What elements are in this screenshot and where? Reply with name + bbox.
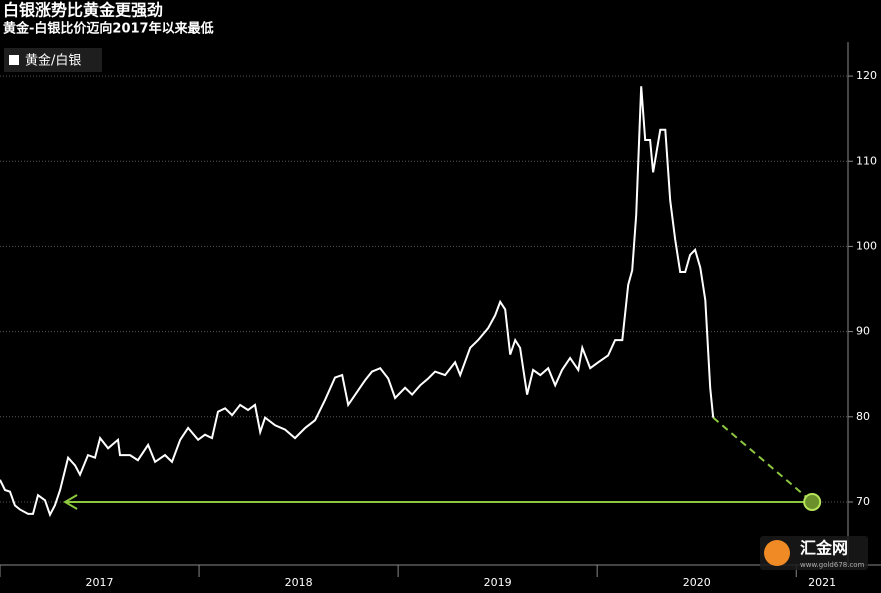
- y-tick-label: 120: [856, 69, 877, 82]
- chart-subtitle: 黄金-白银比价迈向2017年以来最低: [3, 21, 214, 37]
- y-tick-label: 80: [856, 410, 870, 423]
- y-tick-label: 90: [856, 325, 870, 338]
- x-tick-label: 2019: [484, 576, 512, 589]
- x-tick-label: 2020: [683, 576, 711, 589]
- y-tick-label: 70: [856, 495, 870, 508]
- legend-box: [4, 48, 102, 72]
- projection-line: [712, 416, 813, 503]
- watermark: 汇金网 www.gold678.com: [760, 536, 868, 570]
- chart-title: 白银涨势比黄金更强劲: [3, 1, 163, 20]
- legend-label: 黄金/白银: [25, 53, 81, 69]
- series-line: [0, 86, 715, 518]
- x-tick-label: 2017: [86, 576, 114, 589]
- watermark-logo: [764, 540, 790, 566]
- y-tick-label: 110: [856, 154, 877, 167]
- arrow-head: [63, 494, 78, 510]
- legend-swatch: [9, 55, 19, 65]
- x-tick-label: 2018: [285, 576, 313, 589]
- watermark-url: www.gold678.com: [800, 561, 865, 569]
- watermark-brand: 汇金网: [800, 539, 848, 558]
- y-tick-label: 100: [856, 239, 877, 252]
- x-tick-label: 2021: [808, 576, 836, 589]
- target-point: [803, 492, 822, 511]
- watermark-bg: [760, 536, 868, 570]
